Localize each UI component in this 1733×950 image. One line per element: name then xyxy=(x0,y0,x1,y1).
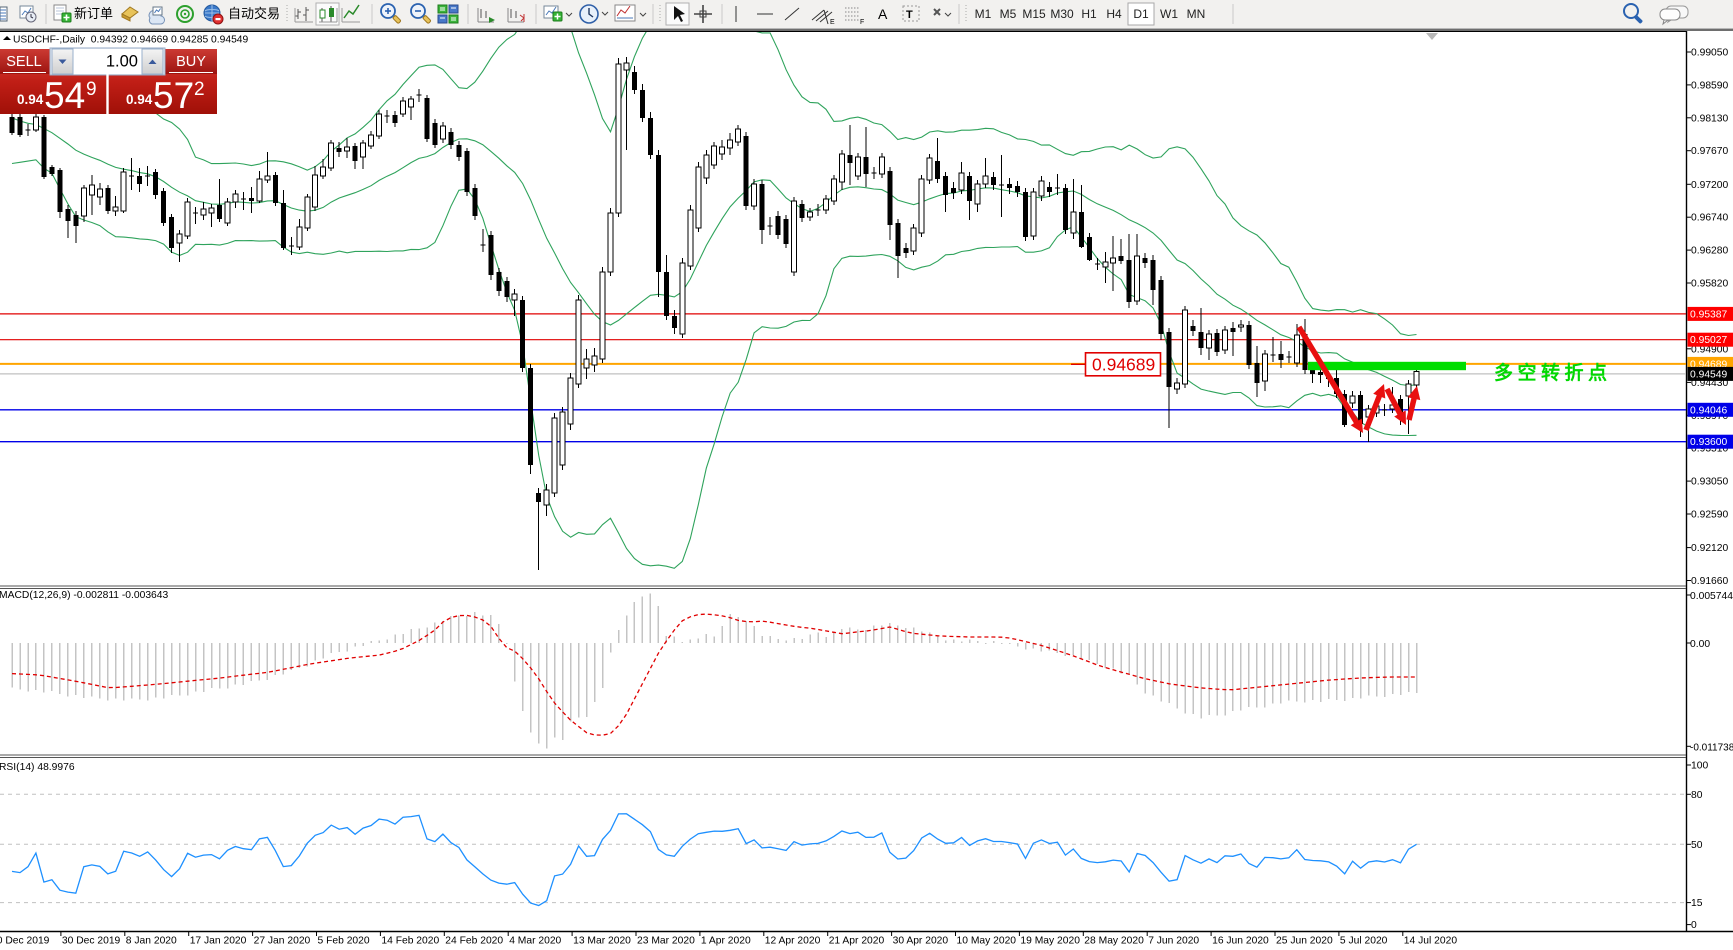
svg-text:80: 80 xyxy=(1691,790,1703,801)
svg-text:0.94: 0.94 xyxy=(126,92,153,107)
svg-text:0.94689: 0.94689 xyxy=(1092,355,1155,375)
svg-text:14 Jul 2020: 14 Jul 2020 xyxy=(1404,936,1458,947)
svg-text:8 Jan 2020: 8 Jan 2020 xyxy=(126,936,177,947)
svg-text:0.97200: 0.97200 xyxy=(1691,180,1728,191)
svg-text:M5: M5 xyxy=(1000,7,1017,21)
svg-text:0.94900: 0.94900 xyxy=(1691,344,1728,355)
svg-text:9: 9 xyxy=(86,79,97,100)
svg-text:14 Feb 2020: 14 Feb 2020 xyxy=(381,936,439,947)
svg-text:E: E xyxy=(830,19,835,26)
svg-text:12 Apr 2020: 12 Apr 2020 xyxy=(765,936,821,947)
svg-text:0.99050: 0.99050 xyxy=(1691,48,1728,59)
svg-text:M30: M30 xyxy=(1050,7,1074,21)
svg-text:0.00: 0.00 xyxy=(1690,639,1710,650)
svg-text:USDCHF-,Daily 0.94392 0.94669: USDCHF-,Daily 0.94392 0.94669 0.94285 0.… xyxy=(13,35,249,46)
svg-text:30 Apr 2020: 30 Apr 2020 xyxy=(893,936,949,947)
svg-text:0.98590: 0.98590 xyxy=(1691,80,1728,91)
svg-text:SELL: SELL xyxy=(6,54,41,70)
svg-text:BUY: BUY xyxy=(176,54,206,70)
svg-text:2: 2 xyxy=(194,79,205,100)
svg-text:D1: D1 xyxy=(1133,7,1149,21)
svg-text:MN: MN xyxy=(1187,7,1206,21)
svg-text:H1: H1 xyxy=(1081,7,1097,21)
svg-text:0.005744: 0.005744 xyxy=(1690,591,1733,602)
svg-text:0.96280: 0.96280 xyxy=(1691,246,1728,257)
svg-text:25 Jun 2020: 25 Jun 2020 xyxy=(1276,936,1333,947)
svg-text:30 Dec 2019: 30 Dec 2019 xyxy=(62,936,121,947)
svg-text:-0.011738: -0.011738 xyxy=(1690,742,1733,753)
svg-text:多空转折点: 多空转折点 xyxy=(1494,361,1612,384)
svg-text:7 Jun 2020: 7 Jun 2020 xyxy=(1148,936,1199,947)
svg-text:0.98130: 0.98130 xyxy=(1691,113,1728,124)
svg-text:24 Feb 2020: 24 Feb 2020 xyxy=(445,936,503,947)
svg-text:0.91660: 0.91660 xyxy=(1691,576,1728,587)
svg-text:4 Mar 2020: 4 Mar 2020 xyxy=(509,936,561,947)
svg-text:21 Apr 2020: 21 Apr 2020 xyxy=(829,936,885,947)
svg-text:0.95820: 0.95820 xyxy=(1691,279,1728,290)
svg-text:A: A xyxy=(878,6,888,22)
svg-text:0.97670: 0.97670 xyxy=(1691,146,1728,157)
svg-text:自动交易: 自动交易 xyxy=(228,6,280,21)
svg-text:W1: W1 xyxy=(1160,7,1178,21)
svg-text:0.95387: 0.95387 xyxy=(1690,309,1727,320)
svg-text:0.94046: 0.94046 xyxy=(1690,405,1727,416)
svg-text:0.94430: 0.94430 xyxy=(1691,378,1728,389)
svg-text:T: T xyxy=(906,9,913,21)
svg-text:1.00: 1.00 xyxy=(106,53,138,71)
svg-text:H4: H4 xyxy=(1106,7,1122,21)
svg-text:0.94: 0.94 xyxy=(17,92,44,107)
svg-text:57: 57 xyxy=(153,75,194,116)
svg-text:0.92120: 0.92120 xyxy=(1691,543,1728,554)
svg-text:0.94549: 0.94549 xyxy=(1690,369,1727,380)
svg-text:RSI(14) 48.9976: RSI(14) 48.9976 xyxy=(0,762,75,773)
svg-text:0.93510: 0.93510 xyxy=(1691,444,1728,455)
svg-text:0.96740: 0.96740 xyxy=(1691,213,1728,224)
svg-text:0.95027: 0.95027 xyxy=(1690,335,1727,346)
svg-text:15: 15 xyxy=(1691,898,1703,909)
svg-text:28 May 2020: 28 May 2020 xyxy=(1084,936,1144,947)
svg-text:23 Mar 2020: 23 Mar 2020 xyxy=(637,936,695,947)
svg-text:M1: M1 xyxy=(975,7,992,21)
svg-text:5 Jul 2020: 5 Jul 2020 xyxy=(1340,936,1388,947)
svg-text:5 Feb 2020: 5 Feb 2020 xyxy=(318,936,370,947)
svg-text:0.93600: 0.93600 xyxy=(1690,437,1727,448)
svg-text:13 Mar 2020: 13 Mar 2020 xyxy=(573,936,631,947)
svg-text:M15: M15 xyxy=(1022,7,1046,21)
svg-text:1 Apr 2020: 1 Apr 2020 xyxy=(701,936,751,947)
svg-text:0.94689: 0.94689 xyxy=(1690,359,1727,370)
svg-text:17 Jan 2020: 17 Jan 2020 xyxy=(190,936,247,947)
svg-text:0.92590: 0.92590 xyxy=(1691,510,1728,521)
svg-text:新订单: 新订单 xyxy=(74,6,113,21)
svg-text:16 Jun 2020: 16 Jun 2020 xyxy=(1212,936,1269,947)
svg-text:0.93050: 0.93050 xyxy=(1691,477,1728,488)
svg-text:54: 54 xyxy=(44,75,85,116)
svg-text:10 May 2020: 10 May 2020 xyxy=(957,936,1017,947)
svg-text:MACD(12,26,9) -0.002811 -0.003: MACD(12,26,9) -0.002811 -0.003643 xyxy=(0,590,169,601)
svg-text:19 May 2020: 19 May 2020 xyxy=(1020,936,1080,947)
svg-text:100: 100 xyxy=(1691,761,1708,772)
svg-text:20 Dec 2019: 20 Dec 2019 xyxy=(0,936,50,947)
svg-text:27 Jan 2020: 27 Jan 2020 xyxy=(254,936,311,947)
svg-text:50: 50 xyxy=(1691,840,1703,851)
svg-text:F: F xyxy=(860,19,864,26)
svg-text:0: 0 xyxy=(1691,920,1697,931)
